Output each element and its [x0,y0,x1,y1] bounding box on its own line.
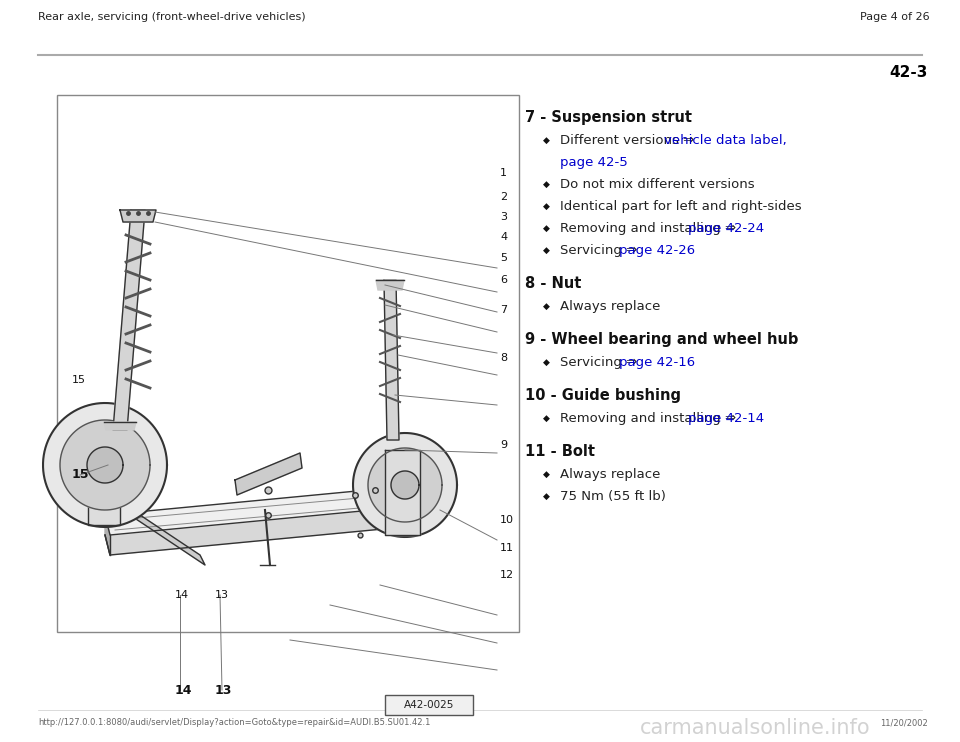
Text: 4: 4 [500,232,507,242]
Text: 14: 14 [175,590,189,600]
Polygon shape [60,420,150,510]
Text: page 42-26: page 42-26 [619,244,695,257]
Text: 8: 8 [500,353,507,363]
FancyBboxPatch shape [57,95,519,632]
Text: 10: 10 [500,515,514,525]
Polygon shape [235,453,302,495]
Polygon shape [384,280,399,440]
Polygon shape [95,485,205,565]
Polygon shape [105,505,425,555]
Text: ◆: ◆ [543,302,550,311]
Polygon shape [368,448,442,522]
Text: 9 - Wheel bearing and wheel hub: 9 - Wheel bearing and wheel hub [525,332,799,347]
Text: Always replace: Always replace [560,468,660,481]
Text: 11: 11 [500,543,514,553]
Text: 5: 5 [500,253,507,263]
Text: Servicing ⇒: Servicing ⇒ [560,244,641,257]
Text: A42-0025: A42-0025 [404,700,454,710]
Text: page 42-5: page 42-5 [560,156,628,169]
Polygon shape [385,450,420,535]
Text: page 42-14: page 42-14 [688,412,764,425]
Polygon shape [104,422,136,430]
Polygon shape [105,515,110,555]
Text: Removing and installing ⇒: Removing and installing ⇒ [560,222,740,235]
Text: carmanualsonline.info: carmanualsonline.info [640,718,871,738]
Text: ◆: ◆ [543,180,550,189]
Text: 13: 13 [215,590,229,600]
Text: ◆: ◆ [543,224,550,233]
Text: ◆: ◆ [543,492,550,501]
Text: 75 Nm (55 ft lb): 75 Nm (55 ft lb) [560,490,666,503]
Text: 11 - Bolt: 11 - Bolt [525,444,595,459]
Polygon shape [120,210,156,222]
Text: Rear axle, servicing (front-wheel-drive vehicles): Rear axle, servicing (front-wheel-drive … [38,12,305,22]
Text: 9: 9 [500,440,507,450]
Text: ◆: ◆ [543,202,550,211]
Text: 3: 3 [500,212,507,222]
Text: ◆: ◆ [543,358,550,367]
Polygon shape [105,485,425,535]
Polygon shape [87,447,123,483]
Text: 6: 6 [500,275,507,285]
Text: Do not mix different versions: Do not mix different versions [560,178,755,191]
Polygon shape [353,433,457,537]
Text: 15: 15 [72,468,89,482]
Text: Removing and installing ⇒: Removing and installing ⇒ [560,412,740,425]
FancyBboxPatch shape [385,695,473,715]
Text: Page 4 of 26: Page 4 of 26 [860,12,930,22]
Polygon shape [113,210,145,430]
Text: Servicing ⇒: Servicing ⇒ [560,356,641,369]
Text: 8 - Nut: 8 - Nut [525,276,582,291]
Text: 7: 7 [500,305,507,315]
Text: ◆: ◆ [543,414,550,423]
Text: 10 - Guide bushing: 10 - Guide bushing [525,388,681,403]
Text: Always replace: Always replace [560,300,660,313]
Polygon shape [88,435,120,525]
Polygon shape [43,403,167,527]
Text: 15: 15 [72,375,86,385]
Text: page 42-16: page 42-16 [619,356,695,369]
Text: 14: 14 [175,683,193,697]
Text: 12: 12 [500,570,515,580]
Text: ◆: ◆ [543,136,550,145]
Text: vehicle data label,: vehicle data label, [663,134,786,147]
Polygon shape [376,280,404,290]
Text: http://127.0.0.1:8080/audi/servlet/Display?action=Goto&type=repair&id=AUDI.B5.SU: http://127.0.0.1:8080/audi/servlet/Displ… [38,718,430,727]
Text: 42-3: 42-3 [890,65,928,80]
Text: ◆: ◆ [543,246,550,255]
Text: page 42-24: page 42-24 [688,222,764,235]
Text: Different versions ⇒: Different versions ⇒ [560,134,699,147]
Text: 2: 2 [500,192,507,202]
Text: ◆: ◆ [543,470,550,479]
Text: 7 - Suspension strut: 7 - Suspension strut [525,110,692,125]
Text: 11/20/2002: 11/20/2002 [880,718,928,727]
Polygon shape [391,471,419,499]
Text: 13: 13 [215,683,232,697]
Text: 1: 1 [500,168,507,178]
Text: Identical part for left and right-sides: Identical part for left and right-sides [560,200,802,213]
